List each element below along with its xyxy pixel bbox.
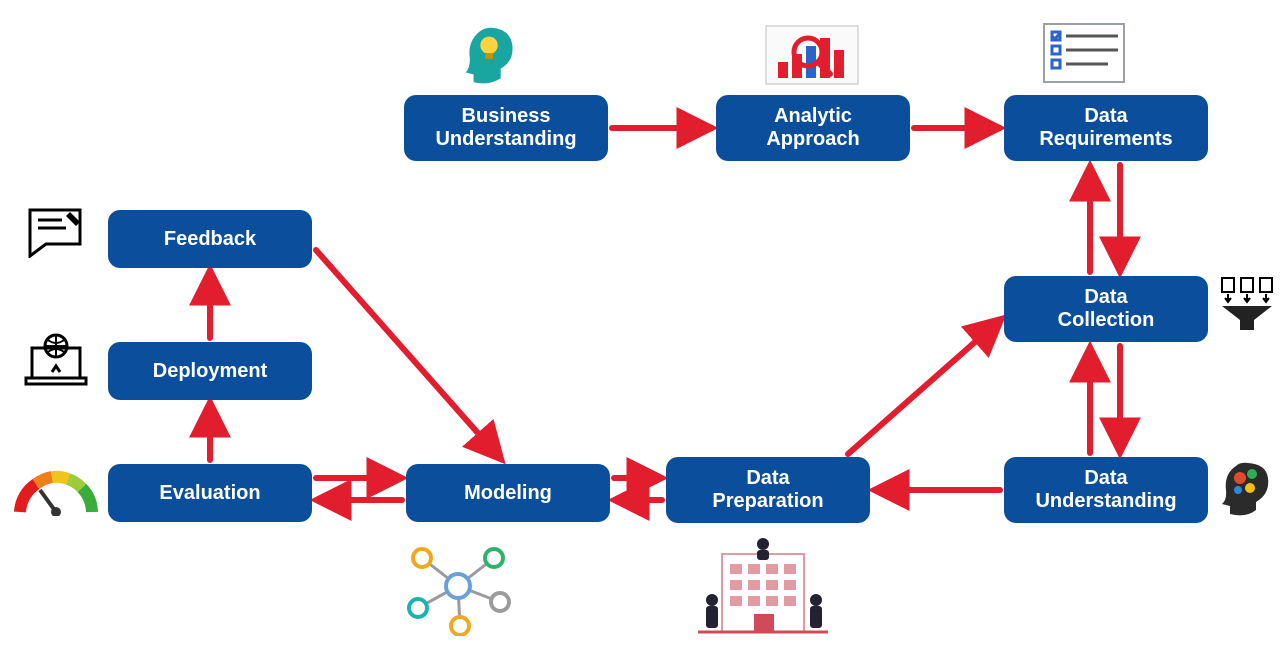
chart-magnify-icon — [764, 24, 860, 86]
node-data-understanding: DataUnderstanding — [1004, 457, 1208, 523]
node-feedback: Feedback — [108, 210, 312, 268]
checklist-icon — [1040, 18, 1128, 86]
graph-nodes-icon — [400, 536, 516, 636]
gears-head-icon — [1218, 460, 1276, 518]
building-team-icon — [688, 534, 838, 644]
globe-laptop-icon — [24, 332, 88, 388]
node-evaluation: Evaluation — [108, 464, 312, 522]
note-pencil-icon — [26, 206, 90, 258]
node-business-understanding: BusinessUnderstanding — [404, 95, 608, 161]
lightbulb-head-icon — [460, 24, 522, 86]
node-modeling: Modeling — [406, 464, 610, 522]
edge-data_preparation-to-data_collection — [848, 320, 1000, 454]
node-analytic-approach: AnalyticApproach — [716, 95, 910, 161]
node-data-requirements: DataRequirements — [1004, 95, 1208, 161]
gauge-icon — [12, 468, 100, 516]
flowchart-canvas: BusinessUnderstanding AnalyticApproach D… — [0, 0, 1280, 670]
data-funnel-icon — [1218, 276, 1276, 334]
node-data-preparation: DataPreparation — [666, 457, 870, 523]
node-data-collection: DataCollection — [1004, 276, 1208, 342]
edge-feedback-to-modeling — [316, 250, 500, 458]
node-deployment: Deployment — [108, 342, 312, 400]
